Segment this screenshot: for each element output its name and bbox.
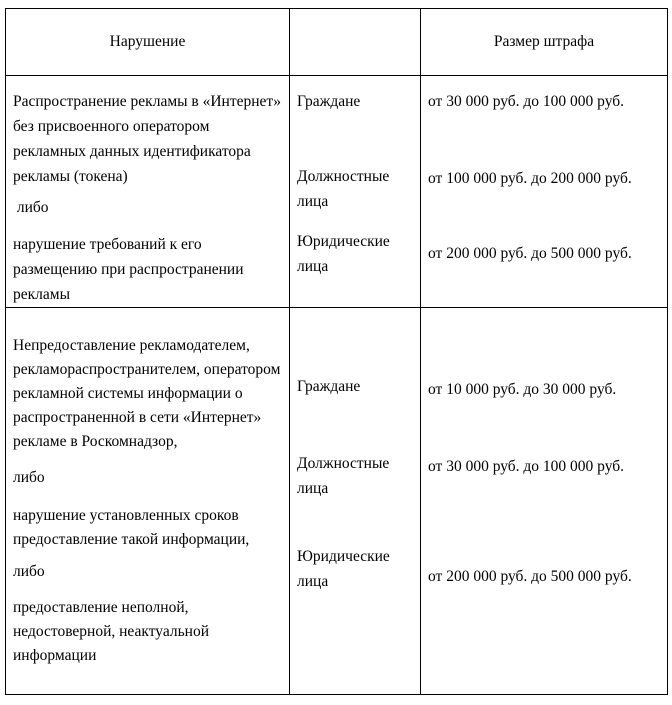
- subject-label: Граждане: [297, 378, 361, 395]
- fines-table: Нарушение Размер штрафа Распространение …: [5, 8, 668, 695]
- violation-paragraph: нарушение требований к его размещению пр…: [13, 236, 248, 303]
- subject-label: Должностные лица: [297, 455, 390, 497]
- violation-paragraph: Распространение рекламы в «Интернет» без…: [13, 93, 285, 185]
- table-header-row: Нарушение Размер штрафа: [5, 8, 668, 76]
- fine-value: от 30 000 руб. до 100 000 руб.: [428, 458, 625, 475]
- subject-label: Должностные лица: [297, 168, 390, 210]
- fine-value: от 10 000 руб. до 30 000 руб.: [428, 381, 617, 398]
- violation-paragraph: либо: [13, 563, 45, 580]
- header-violation-label: Нарушение: [109, 33, 186, 50]
- violation-paragraph: нарушение установленных сроков предостав…: [13, 507, 250, 548]
- header-fine-label: Размер штрафа: [493, 33, 595, 50]
- fine-cell: от 30 000 руб. до 100 000 руб. от 100 00…: [420, 75, 668, 308]
- subject-cell: Граждане Должностные лица Юридические ли…: [289, 307, 421, 695]
- violation-cell: Распространение рекламы в «Интернет» без…: [5, 75, 290, 308]
- subject-label: Юридические лица: [297, 548, 390, 590]
- violation-paragraph: Непредоставление рекламодателем, рекламо…: [13, 337, 285, 450]
- violation-paragraph: предоставление неполной, недостоверной, …: [13, 599, 213, 664]
- table-row: Распространение рекламы в «Интернет» без…: [5, 75, 668, 308]
- header-violation-cell: Нарушение: [5, 8, 290, 76]
- subject-label: Юридические лица: [297, 233, 390, 275]
- fine-value: от 100 000 руб. до 200 000 руб.: [428, 170, 632, 187]
- table-row: Непредоставление рекламодателем, рекламо…: [5, 307, 668, 695]
- header-fine-cell: Размер штрафа: [420, 8, 668, 76]
- fine-cell: от 10 000 руб. до 30 000 руб. от 30 000 …: [420, 307, 668, 695]
- subject-cell: Граждане Должностные лица Юридические ли…: [289, 75, 421, 308]
- violation-paragraph: либо: [13, 469, 45, 486]
- violation-cell: Непредоставление рекламодателем, рекламо…: [5, 307, 290, 695]
- subject-label: Граждане: [297, 93, 361, 110]
- fine-value: от 200 000 руб. до 500 000 руб.: [428, 245, 632, 262]
- violation-paragraph: либо: [13, 199, 49, 216]
- fine-value: от 200 000 руб. до 500 000 руб.: [428, 568, 632, 585]
- header-subject-cell: [289, 8, 421, 76]
- fine-value: от 30 000 руб. до 100 000 руб.: [428, 93, 625, 110]
